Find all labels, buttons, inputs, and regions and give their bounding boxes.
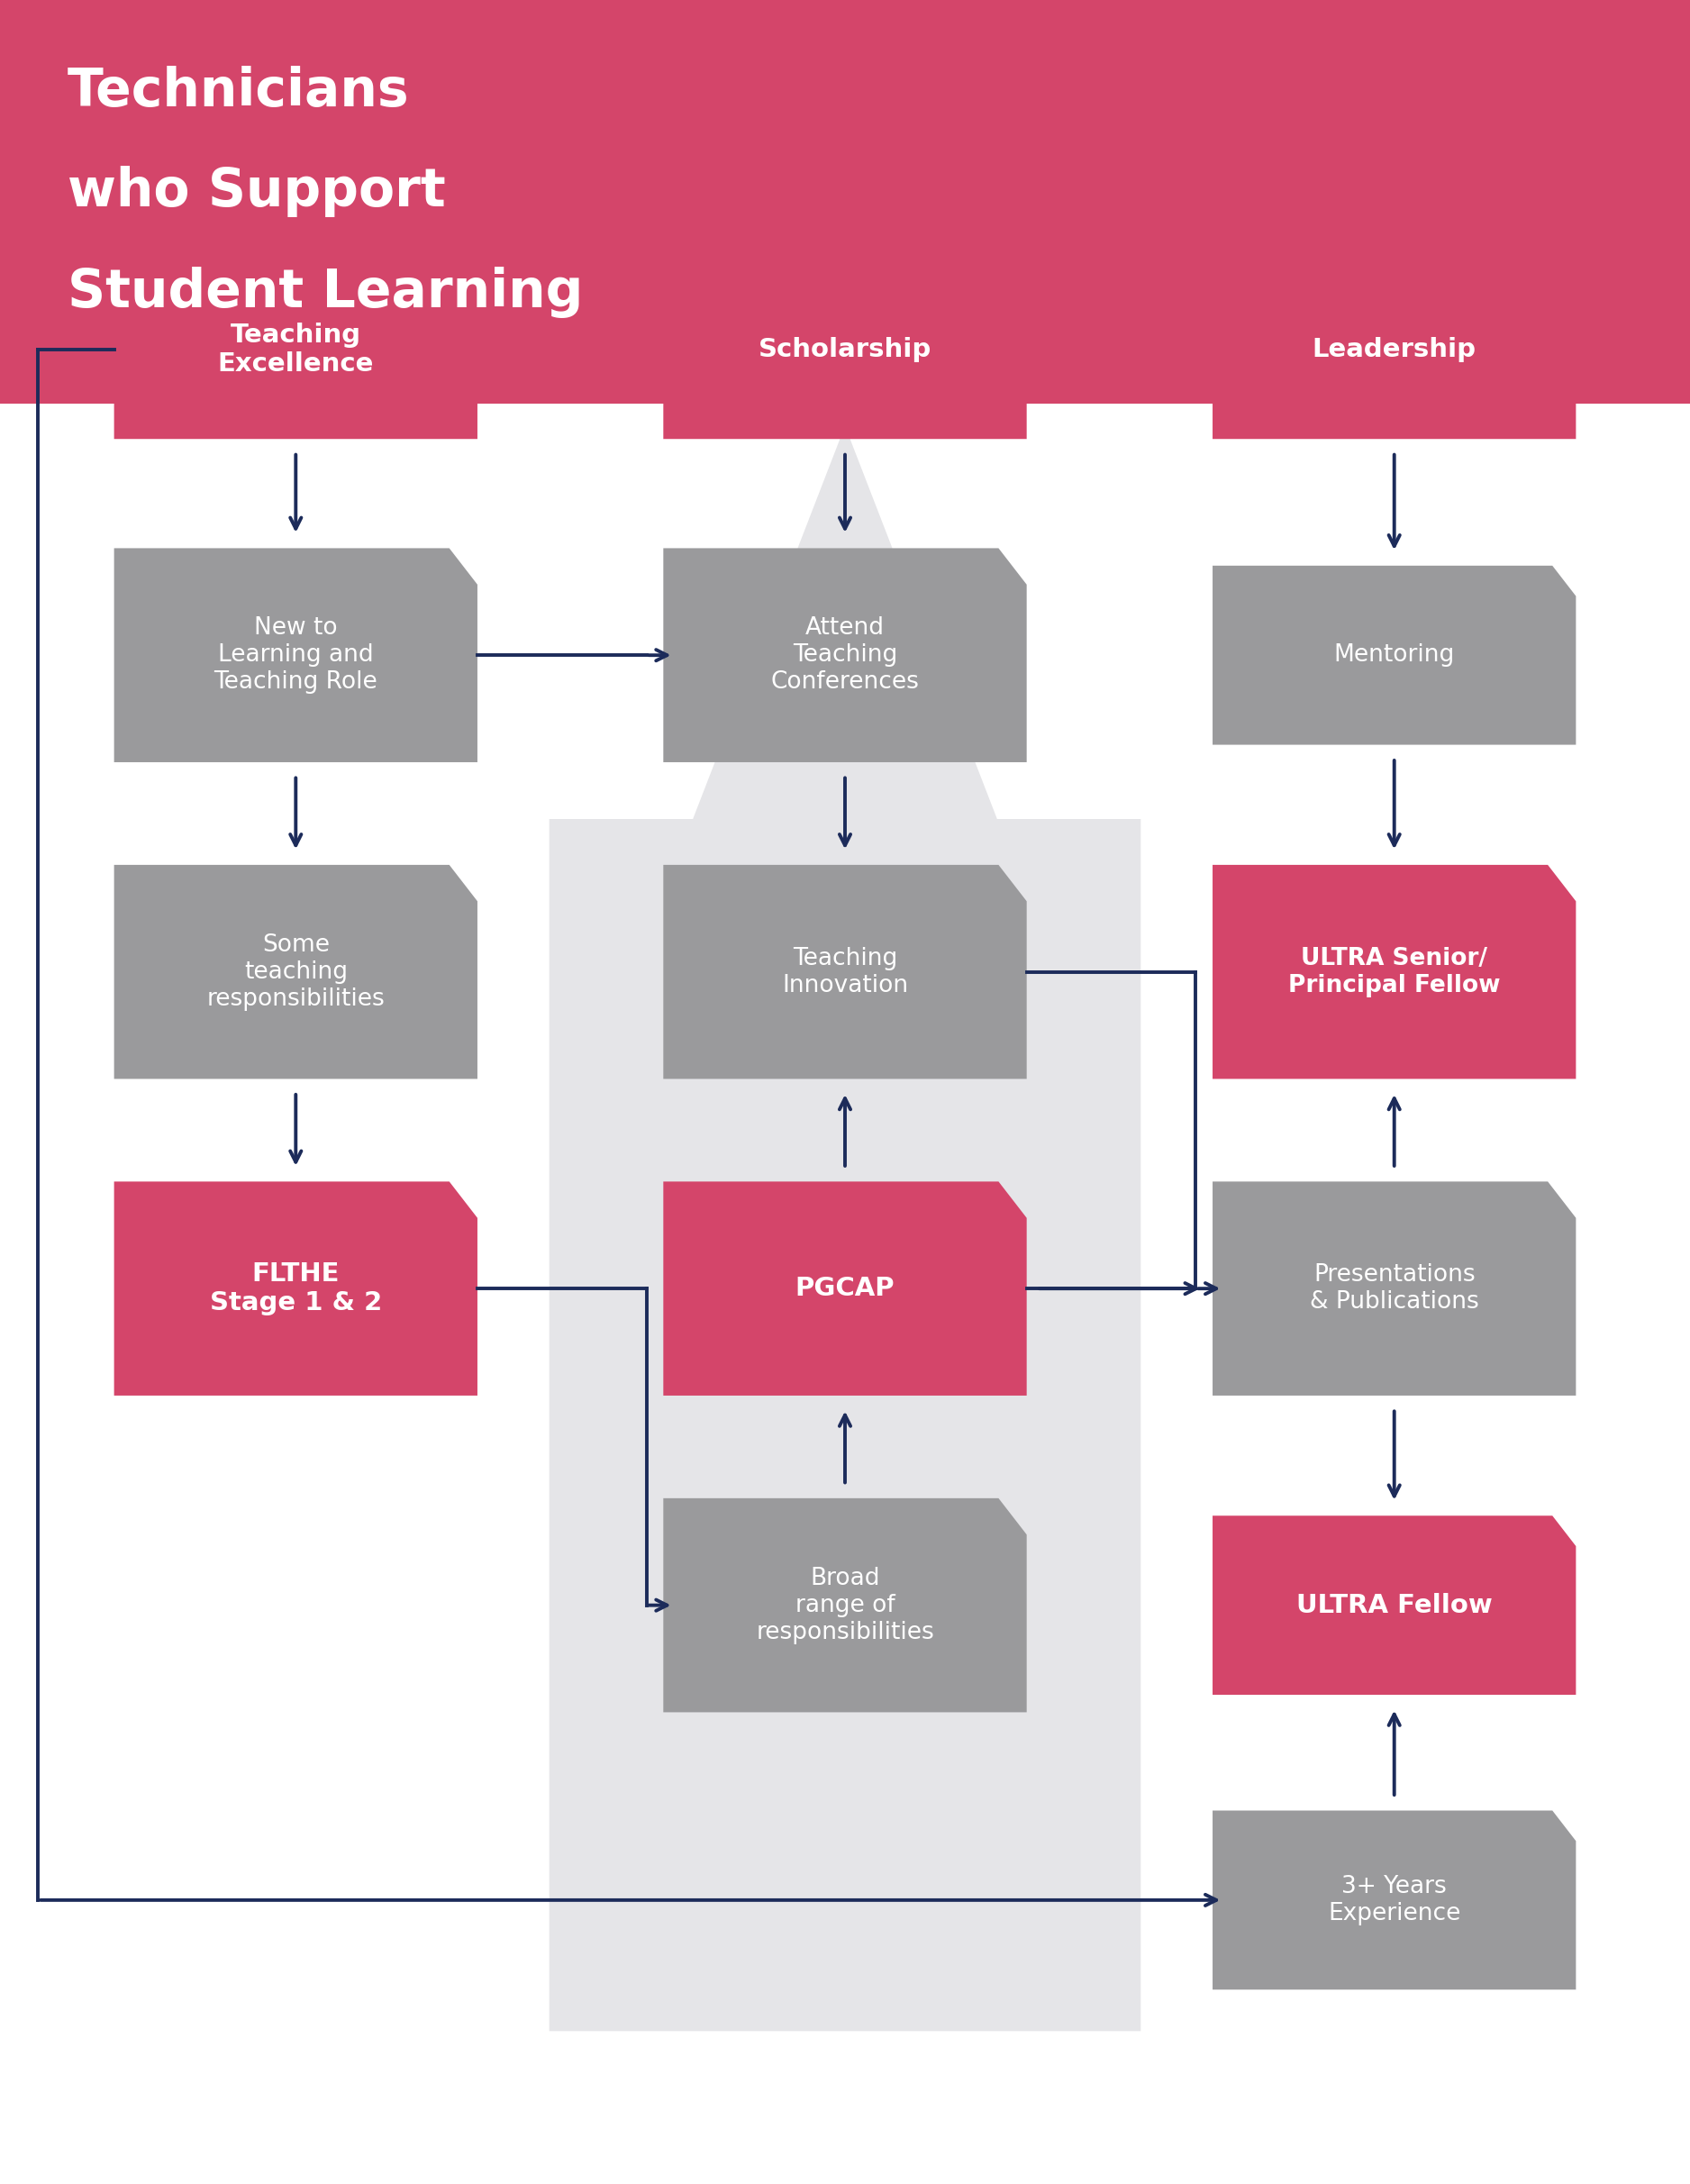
Bar bbox=[0, 0, 1690, 404]
Text: Some
teaching
responsibilities: Some teaching responsibilities bbox=[206, 933, 385, 1011]
Polygon shape bbox=[1212, 1182, 1575, 1396]
Polygon shape bbox=[115, 260, 477, 439]
Polygon shape bbox=[662, 865, 1028, 1079]
Polygon shape bbox=[115, 548, 477, 762]
Text: Technicians: Technicians bbox=[68, 66, 409, 118]
Polygon shape bbox=[662, 1498, 1028, 1712]
Text: FLTHE
Stage 1 & 2: FLTHE Stage 1 & 2 bbox=[210, 1262, 382, 1315]
Text: Leadership: Leadership bbox=[1311, 336, 1477, 363]
Text: ULTRA Fellow: ULTRA Fellow bbox=[1296, 1592, 1492, 1618]
Polygon shape bbox=[1212, 865, 1575, 1079]
Text: ULTRA Senior/
Principal Fellow: ULTRA Senior/ Principal Fellow bbox=[1288, 946, 1501, 998]
Text: Attend
Teaching
Conferences: Attend Teaching Conferences bbox=[771, 616, 919, 695]
Polygon shape bbox=[1212, 260, 1575, 439]
Polygon shape bbox=[662, 1182, 1028, 1396]
Text: PGCAP: PGCAP bbox=[796, 1275, 894, 1302]
Polygon shape bbox=[662, 260, 1028, 439]
Text: Broad
range of
responsibilities: Broad range of responsibilities bbox=[755, 1566, 935, 1645]
Text: Teaching
Excellence: Teaching Excellence bbox=[218, 323, 373, 376]
Text: Presentations
& Publications: Presentations & Publications bbox=[1310, 1262, 1479, 1315]
Polygon shape bbox=[115, 865, 477, 1079]
Polygon shape bbox=[662, 548, 1028, 762]
Polygon shape bbox=[115, 1182, 477, 1396]
Polygon shape bbox=[1212, 1516, 1575, 1695]
Polygon shape bbox=[1212, 1811, 1575, 1990]
Text: 3+ Years
Experience: 3+ Years Experience bbox=[1328, 1874, 1460, 1926]
Text: Teaching
Innovation: Teaching Innovation bbox=[782, 946, 908, 998]
Text: Mentoring: Mentoring bbox=[1333, 644, 1455, 666]
Text: Student Learning: Student Learning bbox=[68, 266, 583, 319]
Text: Scholarship: Scholarship bbox=[759, 336, 931, 363]
Polygon shape bbox=[1212, 566, 1575, 745]
Polygon shape bbox=[549, 426, 1141, 2031]
Text: New to
Learning and
Teaching Role: New to Learning and Teaching Role bbox=[215, 616, 377, 695]
Text: who Support: who Support bbox=[68, 166, 446, 218]
